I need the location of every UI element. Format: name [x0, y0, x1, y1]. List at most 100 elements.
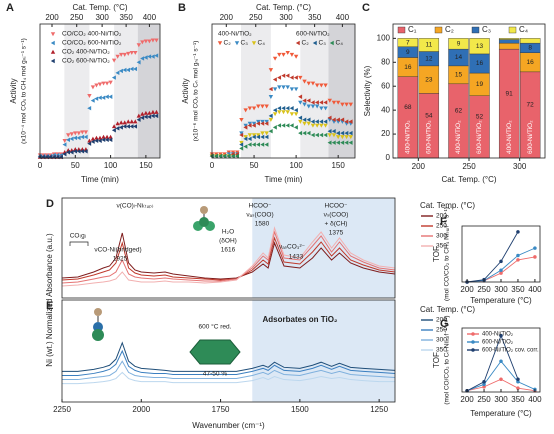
marker	[285, 123, 290, 128]
marker	[348, 135, 353, 140]
marker	[251, 106, 257, 111]
marker	[143, 39, 149, 44]
marker	[293, 54, 299, 59]
marker	[264, 131, 269, 136]
marker	[260, 119, 265, 124]
marker	[264, 121, 269, 126]
marker	[314, 132, 319, 138]
value-label: 23	[425, 76, 433, 83]
marker	[133, 66, 138, 72]
marker	[247, 142, 252, 147]
legend-label: 200	[436, 213, 447, 220]
panel-label: A	[6, 2, 14, 14]
marker	[218, 153, 223, 159]
marker	[80, 134, 85, 140]
marker	[340, 102, 345, 107]
x2-tick-label: 200	[220, 13, 234, 22]
y-axis-title: (x10⁻⁴ mol COₓ to CH₄ mol gₙᵢ⁻¹ s⁻¹)	[21, 38, 28, 144]
legend-label: CO/CO₂ 400-Ni/TiO₂	[62, 31, 122, 38]
marker	[298, 130, 303, 136]
marker	[247, 106, 253, 111]
marker	[87, 141, 92, 146]
marker	[277, 110, 282, 115]
marker	[256, 119, 261, 124]
marker	[140, 56, 145, 61]
legend-label: 600-Ni/TiO₂ cov. corr.	[482, 348, 539, 354]
marker	[69, 132, 74, 137]
marker	[331, 133, 337, 138]
marker	[101, 95, 106, 100]
value-label: 91	[506, 90, 514, 97]
marker	[268, 68, 274, 73]
value-label: 14	[455, 54, 463, 61]
marker	[140, 40, 145, 45]
marker	[310, 104, 316, 109]
y-tick-label: 80	[381, 57, 390, 66]
marker	[136, 60, 141, 65]
marker	[154, 38, 159, 43]
x-axis-title: Temperature (°C)	[470, 296, 532, 305]
marker	[499, 259, 503, 264]
marker	[289, 112, 295, 117]
annotation: 1925	[113, 256, 128, 263]
annotation: Adsorbates on TiO₂	[263, 315, 338, 324]
legend-label: 400-Ni/TiO₂	[482, 332, 514, 338]
marker	[94, 138, 99, 143]
marker	[323, 119, 328, 124]
marker	[323, 106, 328, 111]
marker	[281, 73, 286, 78]
value-label: 11	[425, 42, 432, 49]
marker	[264, 104, 269, 109]
x-tick-label: 0	[210, 161, 215, 170]
marker	[323, 132, 328, 138]
marker	[319, 106, 324, 111]
marker	[83, 130, 89, 135]
marker	[111, 75, 116, 80]
legend-swatch	[508, 26, 517, 34]
marker	[136, 117, 141, 122]
marker	[126, 119, 131, 124]
marker	[335, 135, 341, 140]
bar-segment	[498, 42, 520, 50]
bracket	[69, 241, 89, 246]
marker	[327, 133, 332, 138]
x-tick-label: 2000	[132, 405, 150, 414]
marker	[76, 149, 81, 154]
bar-segment	[469, 38, 490, 55]
marker	[295, 40, 300, 46]
marker	[115, 54, 120, 59]
marker	[344, 119, 349, 124]
marker	[62, 142, 67, 147]
marker	[310, 123, 316, 128]
legend-label: CO/CO₂ 600-Ni/TiO₂	[62, 40, 122, 47]
annotation: νₐₛ(COO)	[246, 212, 273, 219]
x-tick-label: 200	[460, 395, 474, 404]
annotation: ν(CO)ₗ-Ni₍ₜₒₚ₎	[116, 203, 153, 210]
marker	[147, 110, 152, 115]
x-tick-label: 1250	[370, 405, 388, 414]
plot-frame	[61, 299, 396, 403]
marker	[331, 100, 337, 105]
legend-label: C₃	[319, 40, 327, 47]
value-label: 72	[527, 102, 535, 109]
marker	[533, 246, 537, 250]
bar-segment	[519, 38, 541, 44]
legend-label: CO₂ 600-Ni/TiO₂	[62, 58, 110, 65]
x-tick-label: 250	[477, 285, 491, 294]
annotation: HCOO⁻	[249, 203, 273, 210]
x2-tick-label: 350	[308, 13, 322, 22]
x-tick-label: 400	[528, 395, 542, 404]
plot-frame	[39, 23, 161, 159]
value-label: 68	[404, 104, 412, 111]
plot-frame	[392, 23, 546, 159]
marker	[122, 124, 127, 129]
marker	[147, 54, 152, 59]
marker	[499, 377, 503, 381]
series-line	[61, 226, 396, 287]
marker	[306, 121, 311, 126]
marker	[239, 117, 244, 122]
x-tick-label: 300	[494, 285, 508, 294]
marker	[327, 115, 332, 120]
marker	[319, 123, 324, 128]
marker	[239, 146, 244, 151]
